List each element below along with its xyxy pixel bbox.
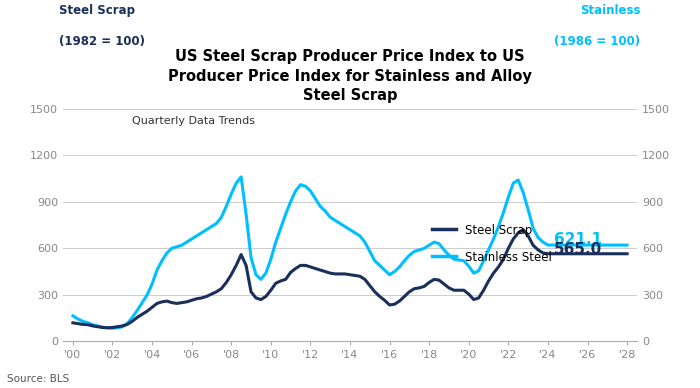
Steel Scrap bbox=[444, 286, 453, 290]
Text: 621.1: 621.1 bbox=[554, 232, 602, 246]
Steel Scrap bbox=[143, 309, 151, 314]
Stainless Steel bbox=[108, 326, 117, 331]
Stainless Steel bbox=[301, 184, 309, 189]
Text: Source: BLS: Source: BLS bbox=[7, 374, 69, 384]
Text: (1982 = 100): (1982 = 100) bbox=[60, 35, 146, 48]
Text: Quarterly Data Trends: Quarterly Data Trends bbox=[132, 116, 255, 126]
Stainless Steel bbox=[69, 314, 77, 318]
Legend: Steel Scrap, Stainless Steel: Steel Scrap, Stainless Steel bbox=[428, 219, 557, 268]
Text: (1986 = 100): (1986 = 100) bbox=[554, 35, 640, 48]
Stainless Steel bbox=[74, 317, 82, 321]
Stainless Steel bbox=[276, 226, 285, 230]
Text: Stainless: Stainless bbox=[580, 4, 640, 17]
Stainless Steel bbox=[455, 258, 463, 262]
Title: US Steel Scrap Producer Price Index to US
Producer Price Index for Stainless and: US Steel Scrap Producer Price Index to U… bbox=[168, 49, 532, 103]
Steel Scrap bbox=[623, 251, 631, 256]
Stainless Steel bbox=[623, 243, 631, 248]
Stainless Steel bbox=[143, 293, 151, 297]
Line: Stainless Steel: Stainless Steel bbox=[73, 177, 627, 328]
Steel Scrap bbox=[104, 326, 112, 330]
Text: Steel Scrap: Steel Scrap bbox=[60, 4, 136, 17]
Line: Steel Scrap: Steel Scrap bbox=[73, 230, 627, 328]
Steel Scrap bbox=[449, 288, 458, 293]
Stainless Steel bbox=[237, 175, 245, 179]
Steel Scrap bbox=[69, 320, 77, 325]
Steel Scrap bbox=[519, 227, 527, 232]
Steel Scrap bbox=[272, 281, 280, 286]
Text: 565.0: 565.0 bbox=[554, 242, 602, 257]
Steel Scrap bbox=[296, 263, 304, 268]
Steel Scrap bbox=[74, 321, 82, 326]
Stainless Steel bbox=[449, 257, 458, 262]
